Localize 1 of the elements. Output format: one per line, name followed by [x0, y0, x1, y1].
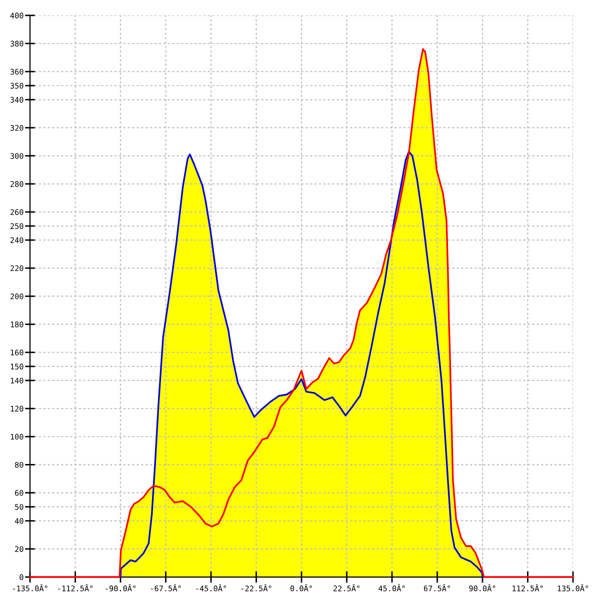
line-series: [120, 150, 484, 578]
